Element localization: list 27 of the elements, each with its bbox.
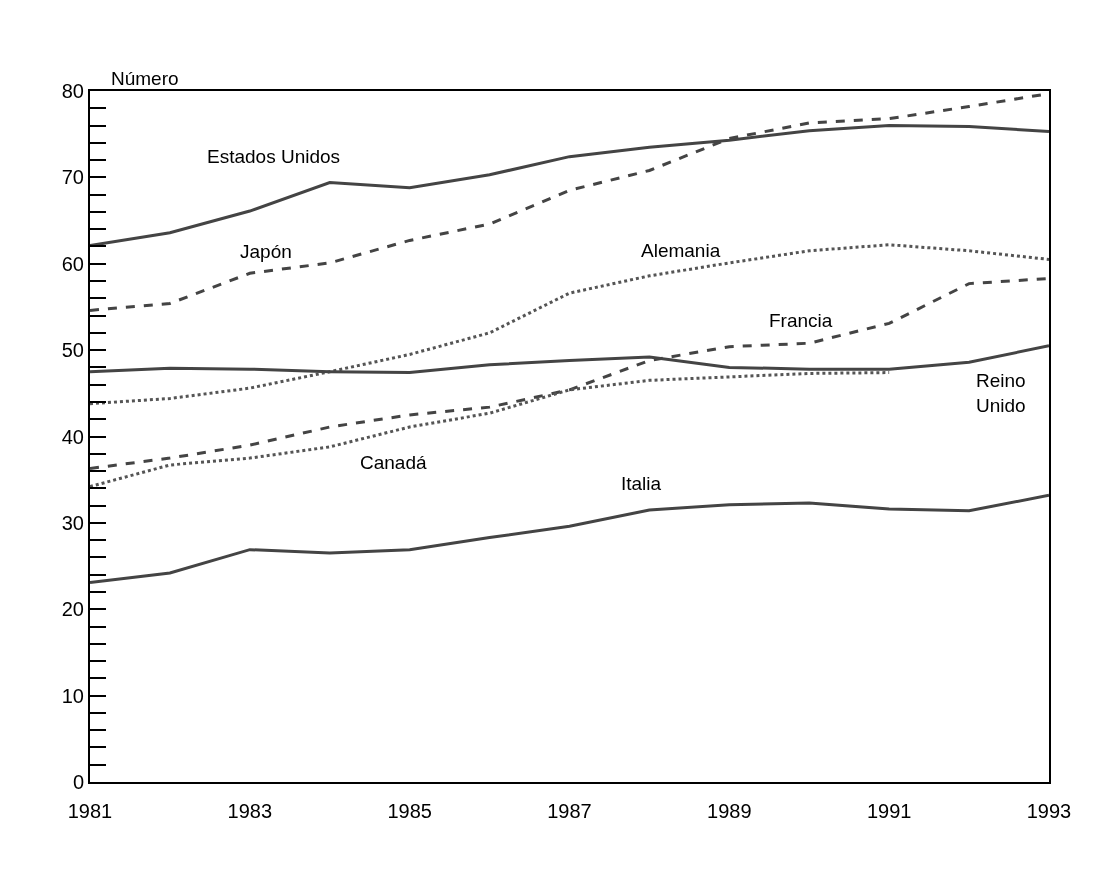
x-tick-label: 1987 xyxy=(547,800,592,822)
y-tick-label: 0 xyxy=(72,771,84,793)
x-tick-label: 1993 xyxy=(1026,800,1072,822)
series-label: Japón xyxy=(240,241,292,262)
x-tick-label: 1989 xyxy=(707,800,752,822)
y-axis-title: Número xyxy=(111,68,179,89)
series-label: Estados Unidos xyxy=(207,146,341,167)
y-tick-label: 80 xyxy=(61,80,84,102)
y-tick-label: 10 xyxy=(61,684,84,707)
y-tick-label: 70 xyxy=(61,166,84,189)
x-tick-label: 1991 xyxy=(866,800,912,822)
line-series xyxy=(90,371,891,489)
line-series xyxy=(90,493,1049,584)
series-label: Italia xyxy=(621,473,662,494)
series-label: Canadá xyxy=(360,452,427,473)
y-tick-label: 30 xyxy=(61,511,84,534)
x-tick-label: 1985 xyxy=(387,800,432,822)
y-tick-label: 40 xyxy=(61,425,84,448)
x-tick-label: 1981 xyxy=(67,800,113,822)
y-tick-label: 50 xyxy=(61,339,84,362)
line-series xyxy=(90,276,1049,470)
x-tick-label: 1983 xyxy=(227,800,273,822)
y-tick-label: 20 xyxy=(61,598,84,621)
y-tick-label: 60 xyxy=(61,252,84,275)
series-label: Alemania xyxy=(641,240,721,261)
series-label: Francia xyxy=(769,310,833,331)
series-label: Reino Unido xyxy=(976,370,1026,416)
